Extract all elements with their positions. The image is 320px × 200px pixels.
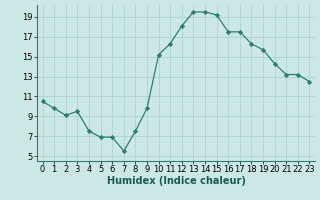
X-axis label: Humidex (Indice chaleur): Humidex (Indice chaleur) [107,176,245,186]
